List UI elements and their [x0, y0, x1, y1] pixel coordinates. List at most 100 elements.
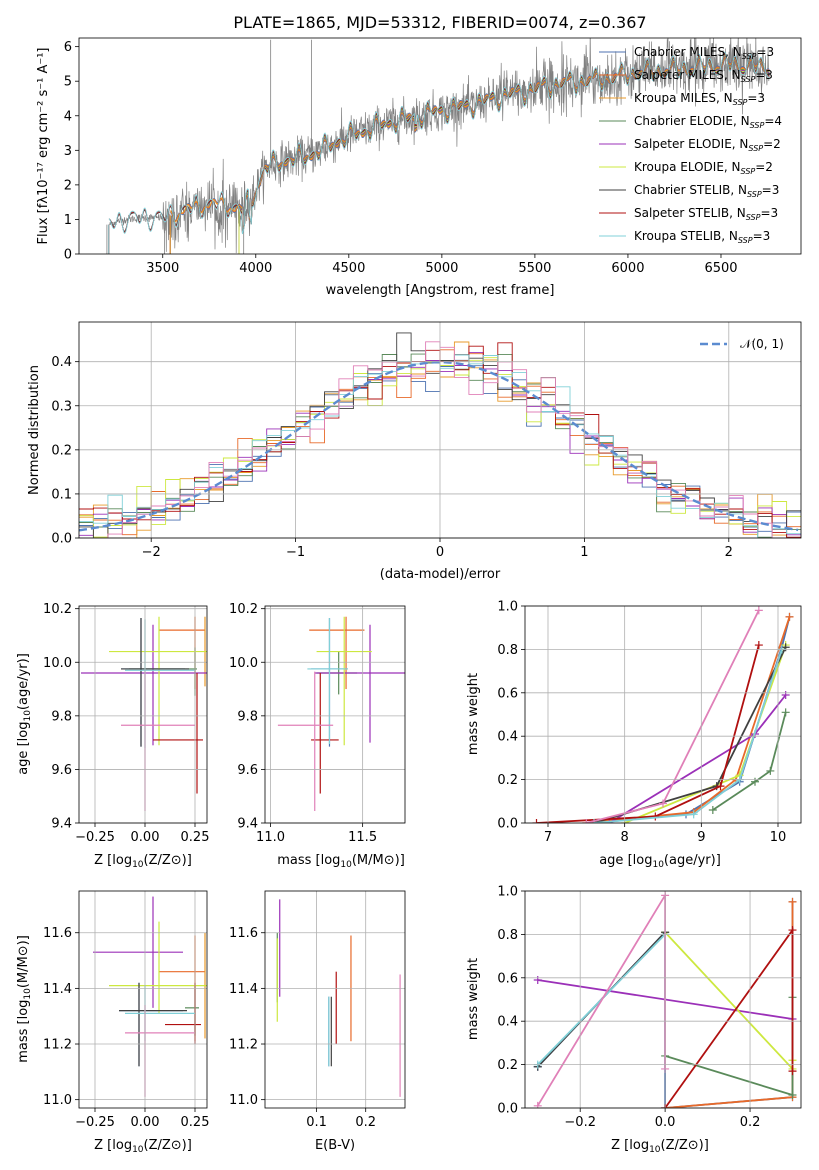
weight-age-ytick-label: 0.4 — [497, 730, 518, 745]
weight-z-ytick-label: 0.8 — [497, 928, 518, 943]
weight-z: −0.2 0.0 0.2 0.0 0.2 0.4 0.6 0.8 1.0 — [497, 885, 802, 1130]
residuals-xtick-label: −1 — [286, 545, 305, 560]
weight-z-ytick-label: 0.0 — [497, 1102, 518, 1117]
weight-z-marker — [788, 897, 797, 906]
weight-z-xtick-label: 0.0 — [655, 1115, 676, 1130]
spectrum-title: PLATE=1865, MJD=53312, FIBERID=0074, z=0… — [233, 13, 646, 32]
weight-age-line — [593, 649, 783, 823]
weight-age-marker — [766, 766, 775, 775]
weight-age-xtick-label: 7 — [544, 830, 552, 845]
age-z-xtick-label: 0.00 — [131, 830, 160, 845]
mass-ebv-xlabel: E(B-V) — [315, 1138, 355, 1153]
age-mass-ytick-label: 9.6 — [237, 763, 258, 778]
age-z-ytick-label: 10.0 — [43, 656, 72, 671]
mass-z-xtick-label: 0.25 — [181, 1115, 210, 1130]
mass-ebv-ytick-label: 11.6 — [229, 926, 258, 941]
spectrum-plot-area — [106, 38, 770, 254]
weight-age-ytick-label: 0.6 — [497, 686, 518, 701]
mass-ebv-ytick-label: 11.0 — [229, 1093, 258, 1108]
weight-z-xlabel: Z [log10(Z/Z⊙)] — [611, 1138, 709, 1155]
spectrum-xtick-label: 4500 — [332, 261, 365, 276]
residuals-ytick-label: 0.2 — [51, 443, 72, 458]
spectrum-xtick-label: 5500 — [518, 261, 551, 276]
spectrum-ytick-label: 1 — [64, 213, 72, 228]
weight-age-marker — [781, 690, 790, 699]
age-z-ytick-label: 9.8 — [51, 709, 72, 724]
residuals-ytick-label: 0.3 — [51, 399, 72, 414]
age-z: −0.25 0.00 0.25 9.4 9.6 9.8 10.0 10.2 — [43, 602, 209, 845]
residuals-xtick-label: 0 — [436, 545, 444, 560]
residuals-xtick-label: 2 — [725, 545, 733, 560]
age-z-ytick-label: 9.6 — [51, 763, 72, 778]
mass-ebv-ytick-label: 11.2 — [229, 1038, 258, 1053]
spectrum-ytick-label: 2 — [64, 178, 72, 193]
spectrum-ytick-label: 3 — [64, 144, 72, 159]
legend-entry: Kroupa ELODIE, NSSP=2 — [634, 160, 773, 176]
weight-age-xlabel: age [log10(age/yr)] — [599, 853, 721, 870]
spectrum-ytick-label: 4 — [64, 109, 72, 124]
age-mass-ytick-label: 10.2 — [229, 602, 258, 617]
mass-z-frame — [78, 890, 208, 1109]
weight-z-marker — [788, 1090, 797, 1099]
age-mass: 11.0 11.5 9.4 9.6 9.8 10.0 10.2 — [229, 602, 406, 845]
mass-z-xtick-label: 0.00 — [131, 1115, 160, 1130]
age-z-frame — [78, 605, 208, 824]
age-mass-xlabel: mass [log10(M/M⊙)] — [277, 853, 405, 870]
weight-z-marker — [533, 975, 542, 984]
age-z-ytick-label: 9.4 — [51, 817, 72, 832]
spectrum-ytick-label: 6 — [64, 40, 72, 55]
spectrum-xtick-label: 4000 — [239, 261, 272, 276]
legend-entry: Salpeter MILES, NSSP=3 — [634, 68, 773, 84]
weight-z-ytick-label: 0.6 — [497, 971, 518, 986]
mass-ebv-ytick-label: 11.4 — [229, 982, 258, 997]
weight-z-xtick-label: −0.2 — [564, 1115, 596, 1130]
mass-z-ytick-label: 11.0 — [43, 1093, 72, 1108]
weight-age-marker — [754, 606, 763, 615]
weight-age-marker — [751, 777, 759, 786]
age-z-ylabel: age [log10(age/yr)] — [16, 653, 33, 775]
age-mass-xtick-label: 11.0 — [256, 830, 285, 845]
mass-ebv-frame — [264, 890, 406, 1109]
spectrum-xtick-label: 6500 — [704, 261, 737, 276]
age-z-ytick-label: 10.2 — [43, 602, 72, 617]
mass-z: −0.25 0.00 0.25 11.0 11.2 11.4 11.6 — [43, 890, 210, 1130]
weight-age-marker — [785, 612, 794, 621]
weight-z-ytick-label: 1.0 — [497, 885, 518, 900]
spectrum-xtick-label: 3500 — [146, 261, 179, 276]
weight-age-ytick-label: 0.0 — [497, 817, 518, 832]
residuals-ylabel: Normed distribution — [27, 365, 42, 495]
mass-z-xlabel: Z [log10(Z/Z⊙)] — [94, 1138, 192, 1155]
age-z-xtick-label: −0.25 — [75, 830, 115, 845]
residuals-xlabel: (data-model)/error — [380, 567, 501, 582]
weight-age-marker — [659, 799, 667, 808]
weight-age-marker — [532, 819, 541, 823]
weight-z-frame — [524, 890, 802, 1109]
weight-age-marker — [651, 812, 660, 821]
legend-entry: Kroupa MILES, NSSP=3 — [634, 91, 765, 107]
residuals-xtick-label: −2 — [142, 545, 161, 560]
age-mass-xtick-label: 11.5 — [348, 830, 377, 845]
legend-entry: Chabrier ELODIE, NSSP=4 — [634, 114, 782, 130]
legend-entry: Salpeter ELODIE, NSSP=2 — [634, 137, 781, 153]
weight-age-marker — [605, 819, 614, 823]
legend-entry: Kroupa STELIB, NSSP=3 — [634, 229, 770, 245]
weight-age-frame — [524, 605, 802, 824]
mass-z-ytick-label: 11.2 — [43, 1038, 72, 1053]
weight-z-marker — [788, 1067, 797, 1076]
residuals: −2 −1 0 1 2 0.0 0.1 0.2 0.3 0.4 — [51, 321, 802, 560]
weight-age-ytick-label: 0.8 — [497, 643, 518, 658]
mass-z-ylabel: mass [log10(M/M⊙)] — [16, 935, 33, 1063]
weight-age-xtick-label: 8 — [621, 830, 629, 845]
weight-z-marker — [533, 1101, 542, 1108]
mass-ebv-xtick-label: 0.1 — [306, 1115, 327, 1130]
weight-age-marker — [708, 805, 717, 814]
spectrum: 3500 4000 4500 5000 5500 6000 6500 0 1 2 3 4 5 6 — [64, 37, 802, 276]
weight-age-marker — [582, 819, 591, 823]
weight-z-xtick-label: 0.2 — [740, 1115, 761, 1130]
weight-age-ylabel: mass weight — [466, 673, 481, 755]
spectrum-xlabel: wavelength [Angstrom, rest frame] — [326, 283, 555, 298]
age-mass-ytick-label: 9.8 — [237, 709, 258, 724]
mass-z-xtick-label: −0.25 — [75, 1115, 115, 1130]
weight-age: 7 8 9 10 0.0 0.2 0.4 0.6 0.8 1.0 — [497, 600, 802, 845]
residuals-ytick-label: 0.4 — [51, 355, 72, 370]
